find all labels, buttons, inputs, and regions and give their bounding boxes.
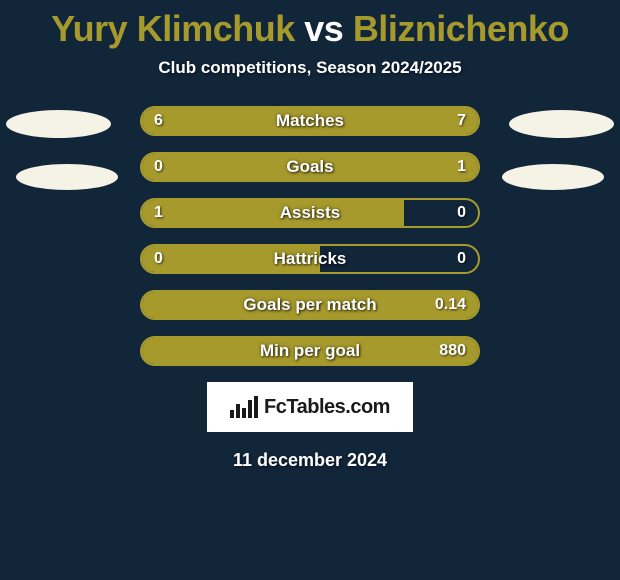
stat-row: 0.14Goals per match: [140, 290, 480, 320]
stat-label: Matches: [142, 108, 478, 134]
stat-label: Min per goal: [142, 338, 478, 364]
stat-row: 67Matches: [140, 106, 480, 136]
vs-word: vs: [304, 8, 343, 49]
player1-name: Yury Klimchuk: [51, 8, 295, 49]
date-label: 11 december 2024: [0, 450, 620, 471]
player2-name: Bliznichenko: [353, 8, 569, 49]
stat-row: 00Hattricks: [140, 244, 480, 274]
fctables-logo: FcTables.com: [207, 382, 413, 432]
stat-bars-container: 67Matches 01Goals 10Assists 00Hattricks 0.14…: [140, 106, 480, 366]
stat-label: Assists: [142, 200, 478, 226]
stat-label: Goals per match: [142, 292, 478, 318]
comparison-title: Yury Klimchuk vs Bliznichenko: [0, 0, 620, 50]
bar-chart-icon: [230, 396, 258, 418]
stat-row: 01Goals: [140, 152, 480, 182]
content-area: 67Matches 01Goals 10Assists 00Hattricks 0.14…: [0, 106, 620, 471]
stat-row: 10Assists: [140, 198, 480, 228]
stat-row: 880Min per goal: [140, 336, 480, 366]
logo-text: FcTables.com: [264, 396, 390, 419]
player2-avatar-placeholder-1: [509, 110, 614, 138]
subtitle: Club competitions, Season 2024/2025: [0, 58, 620, 78]
stat-label: Hattricks: [142, 246, 478, 272]
player1-avatar-placeholder-2: [16, 164, 118, 190]
player1-avatar-placeholder-1: [6, 110, 111, 138]
player2-avatar-placeholder-2: [502, 164, 604, 190]
stat-label: Goals: [142, 154, 478, 180]
